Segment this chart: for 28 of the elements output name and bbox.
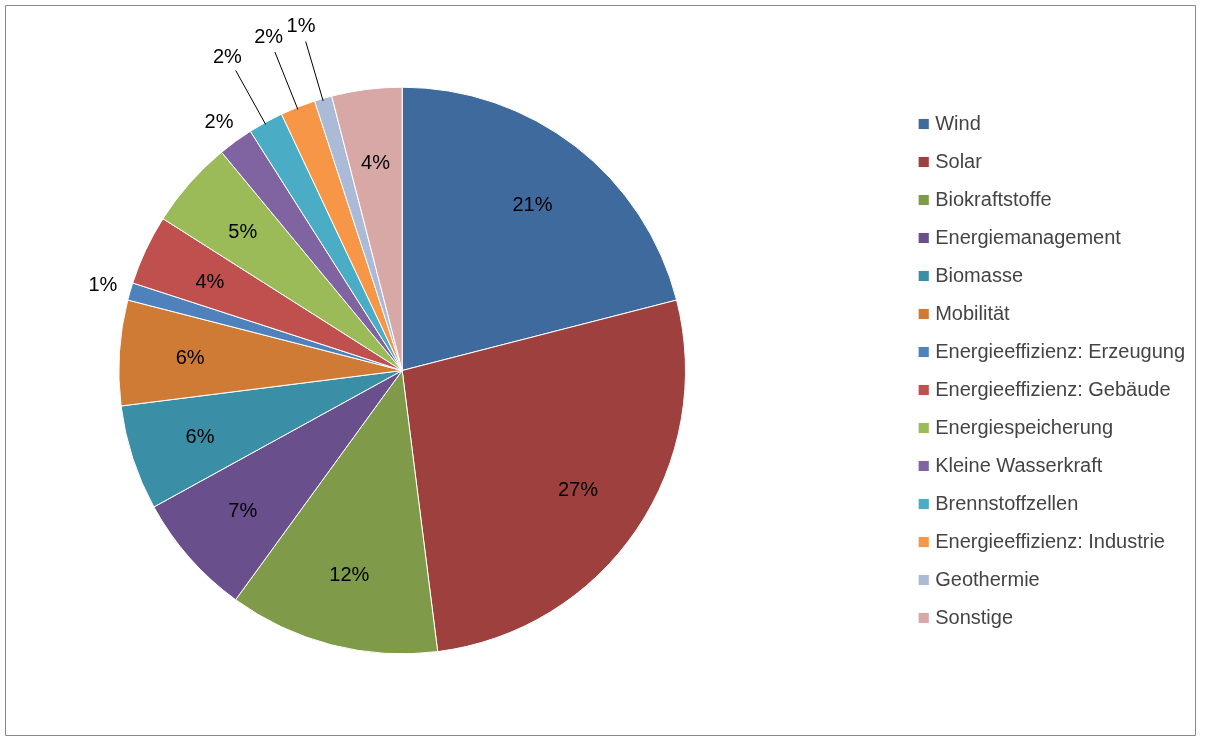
data-label: 1% bbox=[88, 273, 118, 296]
legend-label: Brennstoffzellen bbox=[935, 491, 1079, 515]
legend-label: Kleine Wasserkraft bbox=[935, 453, 1103, 477]
legend-label: Energieeffizienz: Industrie bbox=[935, 529, 1165, 553]
legend-label: Energiespeicherung bbox=[935, 415, 1114, 439]
legend-label: Biomasse bbox=[935, 263, 1024, 287]
legend-label: Energiemanagement bbox=[935, 225, 1121, 249]
legend-label: Solar bbox=[935, 149, 982, 173]
data-label: 5% bbox=[228, 220, 258, 243]
data-label: 27% bbox=[557, 477, 599, 500]
data-label: 21% bbox=[512, 193, 553, 216]
data-label: 1% bbox=[286, 14, 316, 37]
legend-label: Biokraftstoffe bbox=[935, 187, 1052, 211]
data-label: 2% bbox=[213, 44, 243, 67]
legend-label: Geothermie bbox=[935, 567, 1040, 591]
legend-label: Sonstige bbox=[935, 605, 1014, 629]
legend-label: Energieeffizienz: Erzeugung bbox=[935, 339, 1185, 363]
data-label: 6% bbox=[185, 424, 215, 447]
legend-label: Mobilität bbox=[935, 301, 1010, 325]
legend-label: Energieeffizienz: Gebäude bbox=[935, 377, 1171, 401]
data-label: 2% bbox=[204, 109, 234, 132]
data-label: 4% bbox=[361, 150, 391, 173]
data-label: 4% bbox=[195, 269, 225, 292]
data-label: 7% bbox=[228, 498, 258, 521]
data-label: 6% bbox=[175, 346, 205, 369]
legend-label: Wind bbox=[935, 111, 981, 135]
data-label: 12% bbox=[329, 563, 370, 586]
data-label: 2% bbox=[254, 25, 284, 48]
